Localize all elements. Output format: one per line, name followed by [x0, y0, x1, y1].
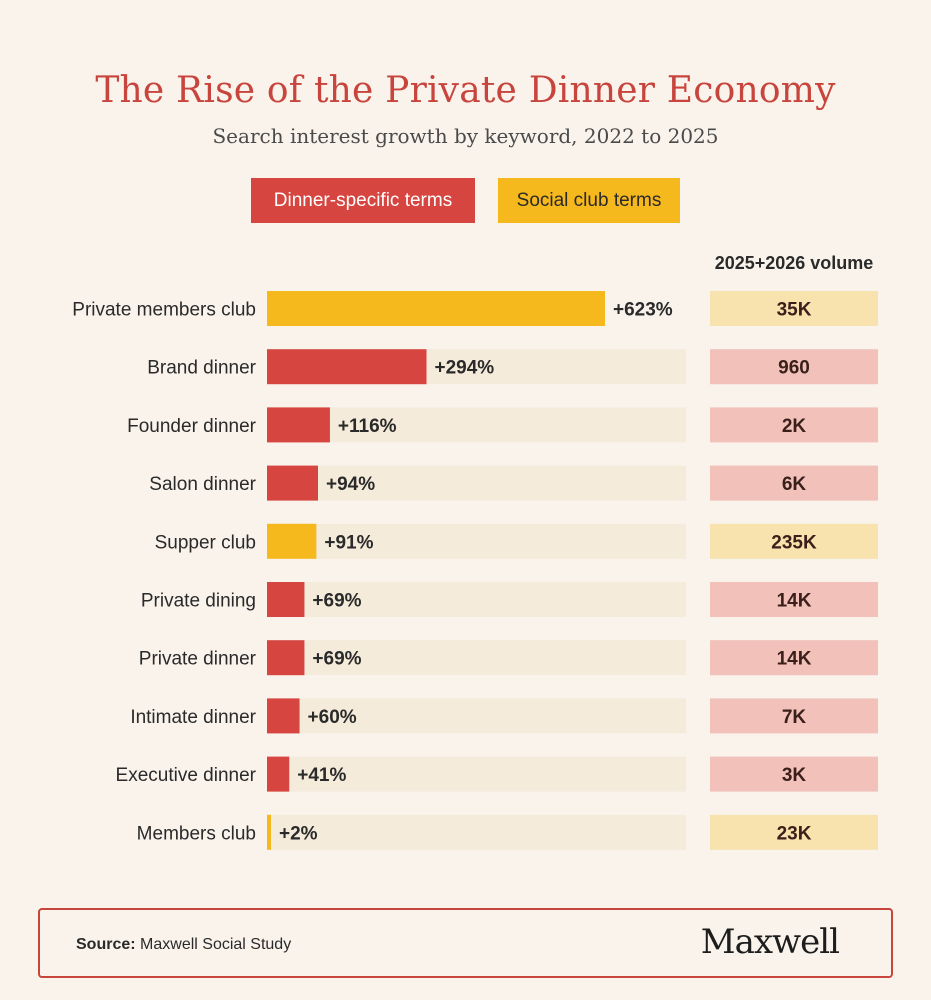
bar-track — [267, 465, 686, 501]
bar-private-dinner — [267, 640, 305, 676]
legend-dinner-specific: Dinner-specific terms — [251, 178, 475, 223]
category-label: Intimate dinner — [130, 707, 256, 728]
category-label: Members club — [137, 823, 256, 844]
footer-box: Source: Maxwell Social Study Maxwell — [38, 908, 893, 978]
bar-track — [267, 698, 686, 734]
value-label: +60% — [308, 707, 357, 728]
volume-box — [710, 756, 878, 792]
volume-box — [710, 523, 878, 559]
volume-value: 7K — [782, 707, 807, 728]
value-label: +116% — [338, 416, 397, 437]
bar-private-members-club — [267, 291, 605, 326]
category-label: Private members club — [72, 300, 256, 321]
category-label: Supper club — [155, 532, 256, 553]
volume-value: 35K — [777, 300, 812, 321]
volume-box — [710, 291, 878, 326]
bar-members-club — [267, 814, 271, 850]
volume-box — [710, 698, 878, 734]
bar-salon-dinner — [267, 465, 318, 501]
category-label: Executive dinner — [116, 765, 257, 786]
bar-track — [267, 814, 686, 850]
value-label: +94% — [326, 474, 375, 495]
category-label: Private dinner — [139, 649, 257, 670]
category-label: Private dining — [141, 591, 256, 612]
source-text: Maxwell Social Study — [140, 936, 292, 953]
value-label: +294% — [435, 358, 495, 379]
volume-box — [710, 640, 878, 676]
bar-supper-club — [267, 523, 317, 559]
value-label: +41% — [297, 765, 346, 786]
legend-social-club: Social club terms — [498, 178, 680, 223]
volume-value: 23K — [777, 823, 812, 844]
volume-value: 14K — [777, 649, 812, 670]
value-label: +69% — [312, 591, 361, 612]
source-note: Source: Maxwell Social Study — [76, 936, 291, 954]
maxwell-logo: Maxwell — [700, 922, 840, 962]
chart-title: The Rise of the Private Dinner Economy — [95, 70, 836, 111]
bar-executive-dinner — [267, 756, 290, 792]
bar-track — [267, 407, 686, 443]
bar-track — [267, 582, 686, 617]
value-label: +2% — [279, 823, 318, 844]
volume-value: 3K — [782, 765, 807, 786]
chart-subtitle: Search interest growth by keyword, 2022 … — [212, 124, 719, 148]
bar-intimate-dinner — [267, 698, 300, 734]
bar-track — [267, 523, 686, 559]
category-label: Brand dinner — [147, 358, 256, 379]
bar-brand-dinner — [267, 349, 427, 385]
volume-value: 6K — [782, 474, 807, 495]
category-label: Founder dinner — [127, 416, 257, 437]
category-label: Salon dinner — [149, 474, 256, 495]
bar-track — [267, 640, 686, 676]
volume-box — [710, 465, 878, 501]
volume-value: 960 — [778, 358, 810, 379]
volume-value: 14K — [777, 591, 812, 612]
volume-box — [710, 349, 878, 385]
value-label: +623% — [613, 300, 673, 321]
source-label: Source: — [76, 936, 136, 953]
bar-founder-dinner — [267, 407, 330, 443]
value-label: +69% — [312, 649, 361, 670]
value-label: +91% — [324, 532, 373, 553]
volume-box — [710, 407, 878, 443]
volume-box — [710, 582, 878, 617]
volume-value: 235K — [771, 532, 817, 553]
bar-private-dining — [267, 582, 305, 617]
volume-box — [710, 814, 878, 850]
bar-chart: Private members club +623% 35K Brand dinner… — [72, 291, 878, 850]
bar-track — [267, 756, 686, 792]
volume-value: 2K — [782, 416, 807, 437]
volume-column-header: 2025+2026 volume — [714, 253, 874, 273]
